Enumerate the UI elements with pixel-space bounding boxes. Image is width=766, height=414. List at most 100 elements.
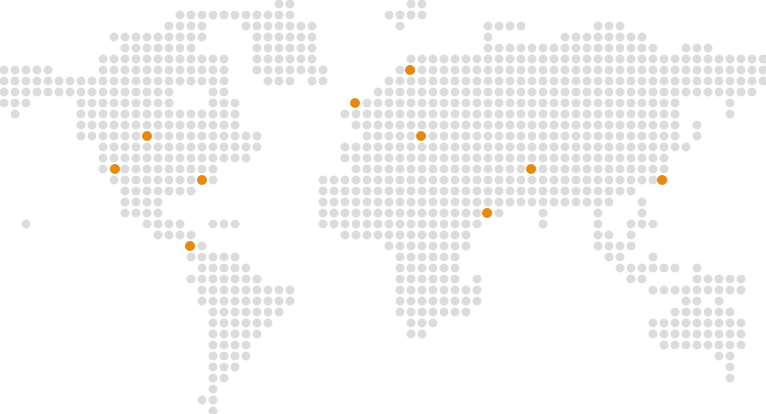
land-dot [714,87,724,97]
land-dot [538,54,548,64]
land-dot [538,131,548,141]
land-dot [483,131,493,141]
land-dot [725,65,735,75]
land-dot [109,87,119,97]
land-dot [549,54,559,64]
land-dot [43,76,53,86]
land-dot [98,65,108,75]
land-dot [230,10,240,20]
land-dot [560,142,570,152]
land-dot [351,197,361,207]
land-dot [461,131,471,141]
land-dot [725,109,735,119]
land-dot [604,175,614,185]
land-dot [186,142,196,152]
land-dot [186,76,196,86]
land-dot [615,241,625,251]
land-dot [417,87,427,97]
land-dot [296,32,306,42]
land-dot [406,142,416,152]
land-dot [175,230,185,240]
land-dot [428,98,438,108]
land-dot [758,76,766,86]
land-dot [626,153,636,163]
land-dot [406,10,416,20]
land-dot [681,329,691,339]
land-dot [230,263,240,273]
land-dot [10,109,20,119]
land-dot [450,65,460,75]
land-dot [318,175,328,185]
land-dot [692,340,702,350]
land-dot [384,98,394,108]
land-dot [461,175,471,185]
land-dot [549,43,559,53]
land-dot [230,153,240,163]
land-dot [538,164,548,174]
land-dot [461,208,471,218]
land-dot [736,76,746,86]
land-dot [406,54,416,64]
land-dot [582,98,592,108]
land-dot [186,54,196,64]
land-dot [725,329,735,339]
land-dot [637,32,647,42]
location-marker [142,131,152,141]
land-dot [0,87,9,97]
land-dot [164,109,174,119]
land-dot [219,340,229,350]
land-dot [219,98,229,108]
land-dot [549,175,559,185]
land-dot [186,186,196,196]
land-dot [659,153,669,163]
land-dot [340,186,350,196]
land-dot [714,76,724,86]
land-dot [384,230,394,240]
land-dot [472,186,482,196]
land-dot [450,241,460,251]
land-dot [153,98,163,108]
land-dot [230,296,240,306]
land-dot [626,241,636,251]
land-dot [439,252,449,262]
land-dot [461,153,471,163]
land-dot [659,65,669,75]
land-dot [417,296,427,306]
land-dot [241,153,251,163]
land-dot [417,109,427,119]
land-dot [186,153,196,163]
land-dot [87,120,97,130]
land-dot [351,175,361,185]
land-dot [637,263,647,273]
land-dot [219,307,229,317]
land-dot [637,131,647,141]
land-dot [505,164,515,174]
land-dot [142,98,152,108]
land-dot [659,164,669,174]
land-dot [142,43,152,53]
land-dot [560,32,570,42]
land-dot [351,186,361,196]
land-dot [604,32,614,42]
land-dot [32,65,42,75]
land-dot [373,98,383,108]
land-dot [648,98,658,108]
land-dot [142,87,152,97]
land-dot [395,296,405,306]
land-dot [538,175,548,185]
land-dot [395,197,405,207]
land-dot [197,164,207,174]
land-dot [483,43,493,53]
land-dot [406,164,416,174]
land-dot [131,54,141,64]
land-dot [340,109,350,119]
land-dot [109,109,119,119]
land-dot [659,54,669,64]
land-dot [362,197,372,207]
land-dot [461,296,471,306]
land-dot [219,65,229,75]
land-dot [21,65,31,75]
land-dot [131,175,141,185]
land-dot [659,87,669,97]
land-dot [439,142,449,152]
